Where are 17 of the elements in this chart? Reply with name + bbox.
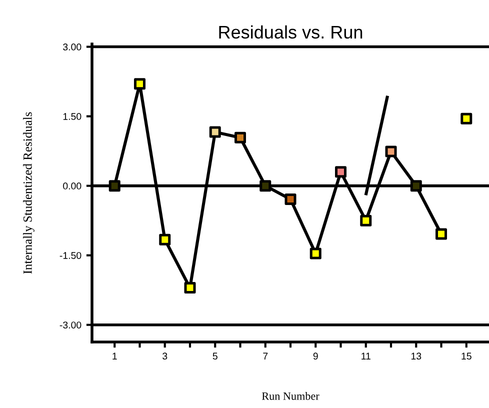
y-tick-label: 1.50 (63, 113, 82, 120)
y-tick-label: 3.00 (63, 44, 82, 50)
x-tick-label: 15 (462, 352, 472, 360)
y-tick-label: -1.50 (60, 252, 82, 259)
point (460, 112, 472, 124)
x-tick-label: 9 (313, 352, 318, 360)
chart-title: Residuals vs. Run (219, 25, 362, 39)
x-tick-label: 1 (112, 352, 117, 360)
x-tick-label: 11 (362, 352, 370, 360)
x-tick-label: 7 (263, 352, 268, 360)
x-tick-label: 13 (411, 352, 422, 360)
y-tick-label: -3.00 (60, 322, 82, 328)
x-tick-label: 3 (162, 352, 168, 360)
x-axis-title: Run Number (262, 392, 320, 400)
x-tick-label: 5 (212, 352, 218, 360)
y-tick-label: 0.00 (63, 182, 82, 190)
y-axis-title: Internally Studentized Residuals (23, 112, 34, 274)
